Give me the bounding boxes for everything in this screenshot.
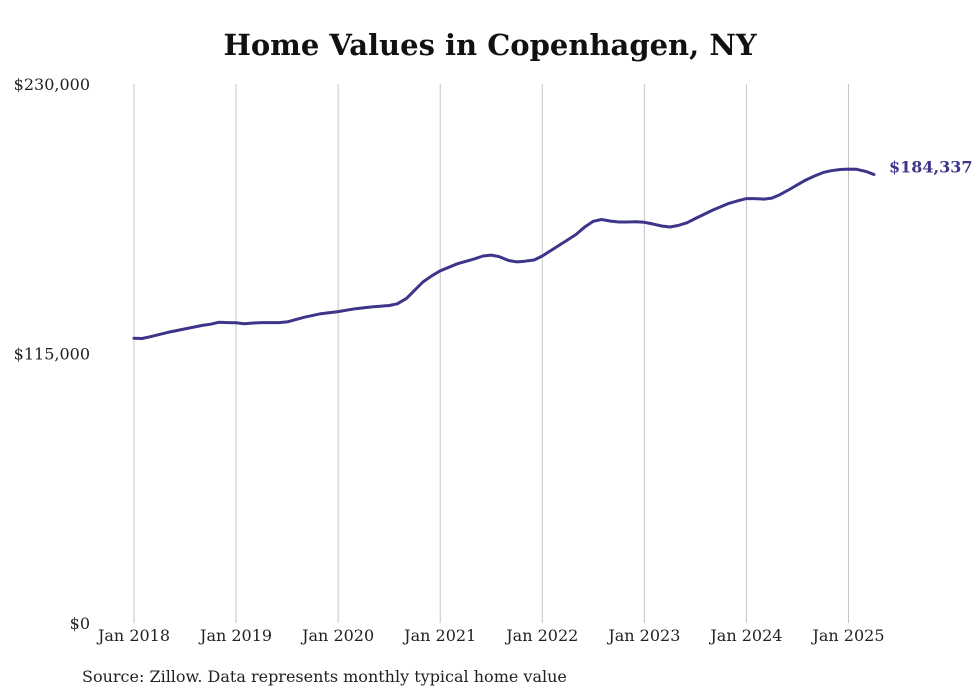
- y-tick-label: $115,000: [14, 345, 90, 364]
- gridlines: [133, 84, 849, 623]
- x-tick-label: Jan 2022: [504, 626, 578, 645]
- y-tick-label: $230,000: [14, 75, 90, 94]
- x-tick-label: Jan 2021: [402, 626, 476, 645]
- x-tick-label: Jan 2025: [810, 626, 884, 645]
- series-line: [132, 167, 876, 340]
- chart-title: Home Values in Copenhagen, NY: [223, 28, 757, 62]
- y-tick-label: $0: [70, 614, 90, 633]
- x-axis: Jan 2018 Jan 2019 Jan 2020 Jan 2021 Jan 2022…: [96, 626, 885, 645]
- end-value-label: $184,337: [889, 157, 973, 176]
- y-axis: $0 $115,000 $230,000: [14, 75, 90, 633]
- x-tick-label: Jan 2020: [300, 626, 374, 645]
- x-tick-label: Jan 2018: [96, 626, 170, 645]
- x-tick-label: Jan 2024: [708, 626, 782, 645]
- x-tick-label: Jan 2023: [606, 626, 680, 645]
- source-note: Source: Zillow. Data represents monthly …: [82, 667, 567, 686]
- x-tick-label: Jan 2019: [198, 626, 272, 645]
